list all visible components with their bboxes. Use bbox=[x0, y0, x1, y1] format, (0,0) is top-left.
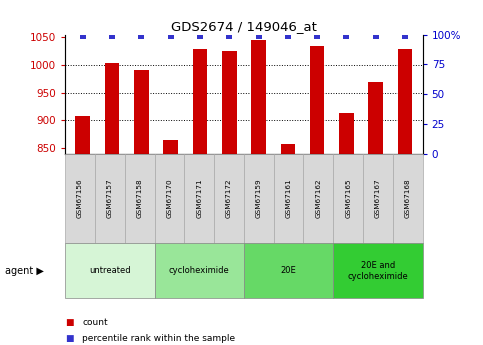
Bar bbox=[251, 40, 266, 154]
Text: GSM67170: GSM67170 bbox=[167, 179, 172, 218]
Text: GSM67168: GSM67168 bbox=[405, 179, 411, 218]
Point bbox=[108, 33, 116, 38]
Text: GSM67156: GSM67156 bbox=[77, 179, 83, 218]
Bar bbox=[398, 49, 412, 154]
Text: 20E and
cycloheximide: 20E and cycloheximide bbox=[348, 261, 408, 280]
Text: GSM67167: GSM67167 bbox=[375, 179, 381, 218]
Bar bbox=[369, 82, 383, 154]
Text: ■: ■ bbox=[65, 318, 74, 327]
Point bbox=[226, 33, 233, 38]
Bar bbox=[222, 51, 237, 154]
Point bbox=[167, 33, 174, 38]
Point bbox=[372, 33, 380, 38]
Text: 20E: 20E bbox=[281, 266, 297, 275]
Text: GSM67161: GSM67161 bbox=[285, 179, 292, 218]
Text: GSM67158: GSM67158 bbox=[137, 179, 142, 218]
Text: agent ▶: agent ▶ bbox=[5, 266, 43, 276]
Point bbox=[255, 33, 262, 38]
Text: GSM67162: GSM67162 bbox=[315, 179, 321, 218]
Bar bbox=[134, 70, 149, 154]
Text: GSM67171: GSM67171 bbox=[196, 179, 202, 218]
Point bbox=[284, 33, 292, 38]
Point bbox=[79, 33, 86, 38]
Text: GSM67159: GSM67159 bbox=[256, 179, 262, 218]
Text: GSM67165: GSM67165 bbox=[345, 179, 351, 218]
Point bbox=[196, 33, 204, 38]
Text: count: count bbox=[82, 318, 108, 327]
Text: percentile rank within the sample: percentile rank within the sample bbox=[82, 334, 235, 343]
Point bbox=[138, 33, 145, 38]
Bar bbox=[105, 63, 119, 154]
Text: cycloheximide: cycloheximide bbox=[169, 266, 229, 275]
Text: GSM67172: GSM67172 bbox=[226, 179, 232, 218]
Bar bbox=[75, 116, 90, 154]
Title: GDS2674 / 149046_at: GDS2674 / 149046_at bbox=[171, 20, 317, 33]
Bar bbox=[339, 113, 354, 154]
Text: untreated: untreated bbox=[89, 266, 131, 275]
Text: GSM67157: GSM67157 bbox=[107, 179, 113, 218]
Bar bbox=[163, 140, 178, 154]
Bar bbox=[193, 49, 207, 154]
Point bbox=[401, 33, 409, 38]
Bar bbox=[281, 144, 295, 154]
Bar bbox=[310, 46, 325, 154]
Text: ■: ■ bbox=[65, 334, 74, 343]
Point bbox=[342, 33, 350, 38]
Point bbox=[313, 33, 321, 38]
